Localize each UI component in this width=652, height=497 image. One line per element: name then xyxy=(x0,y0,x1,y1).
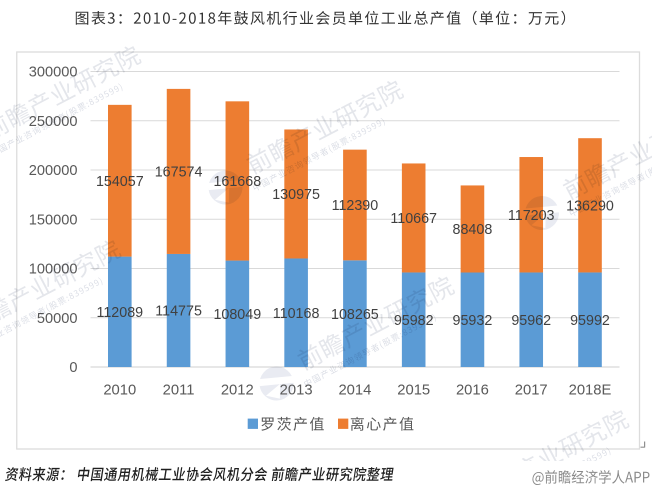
svg-text:200000: 200000 xyxy=(29,163,78,179)
svg-text:2015: 2015 xyxy=(397,382,430,398)
svg-text:112089: 112089 xyxy=(96,305,143,321)
svg-text:167574: 167574 xyxy=(155,165,203,181)
svg-text:2010: 2010 xyxy=(103,382,136,398)
svg-text:0: 0 xyxy=(69,360,77,376)
svg-text:88408: 88408 xyxy=(453,222,493,238)
svg-text:2016: 2016 xyxy=(456,382,489,398)
svg-text:136290: 136290 xyxy=(566,199,614,215)
svg-text:130975: 130975 xyxy=(272,187,320,203)
svg-text:108265: 108265 xyxy=(331,307,379,323)
svg-text:95982: 95982 xyxy=(394,313,434,329)
svg-text:300000: 300000 xyxy=(29,65,78,81)
svg-text:154057: 154057 xyxy=(96,174,144,190)
svg-text:50000: 50000 xyxy=(37,311,78,327)
svg-text:114775: 114775 xyxy=(155,304,202,320)
svg-text:117203: 117203 xyxy=(508,208,555,224)
svg-text:2014: 2014 xyxy=(338,382,371,398)
svg-text:110168: 110168 xyxy=(273,306,320,322)
svg-text:108049: 108049 xyxy=(213,307,261,323)
svg-text:95992: 95992 xyxy=(570,313,610,329)
svg-text:2011: 2011 xyxy=(163,382,195,398)
svg-text:95962: 95962 xyxy=(511,313,551,329)
svg-text:112390: 112390 xyxy=(332,198,379,214)
svg-text:161668: 161668 xyxy=(213,174,261,190)
svg-text:2012: 2012 xyxy=(221,382,254,398)
svg-text:250000: 250000 xyxy=(29,114,78,130)
svg-text:150000: 150000 xyxy=(29,212,78,228)
svg-text:2013: 2013 xyxy=(280,382,313,398)
svg-text:2017: 2017 xyxy=(515,382,548,398)
svg-text:95932: 95932 xyxy=(453,313,493,329)
svg-text:110667: 110667 xyxy=(390,211,437,227)
svg-text:2018E: 2018E xyxy=(569,382,612,398)
